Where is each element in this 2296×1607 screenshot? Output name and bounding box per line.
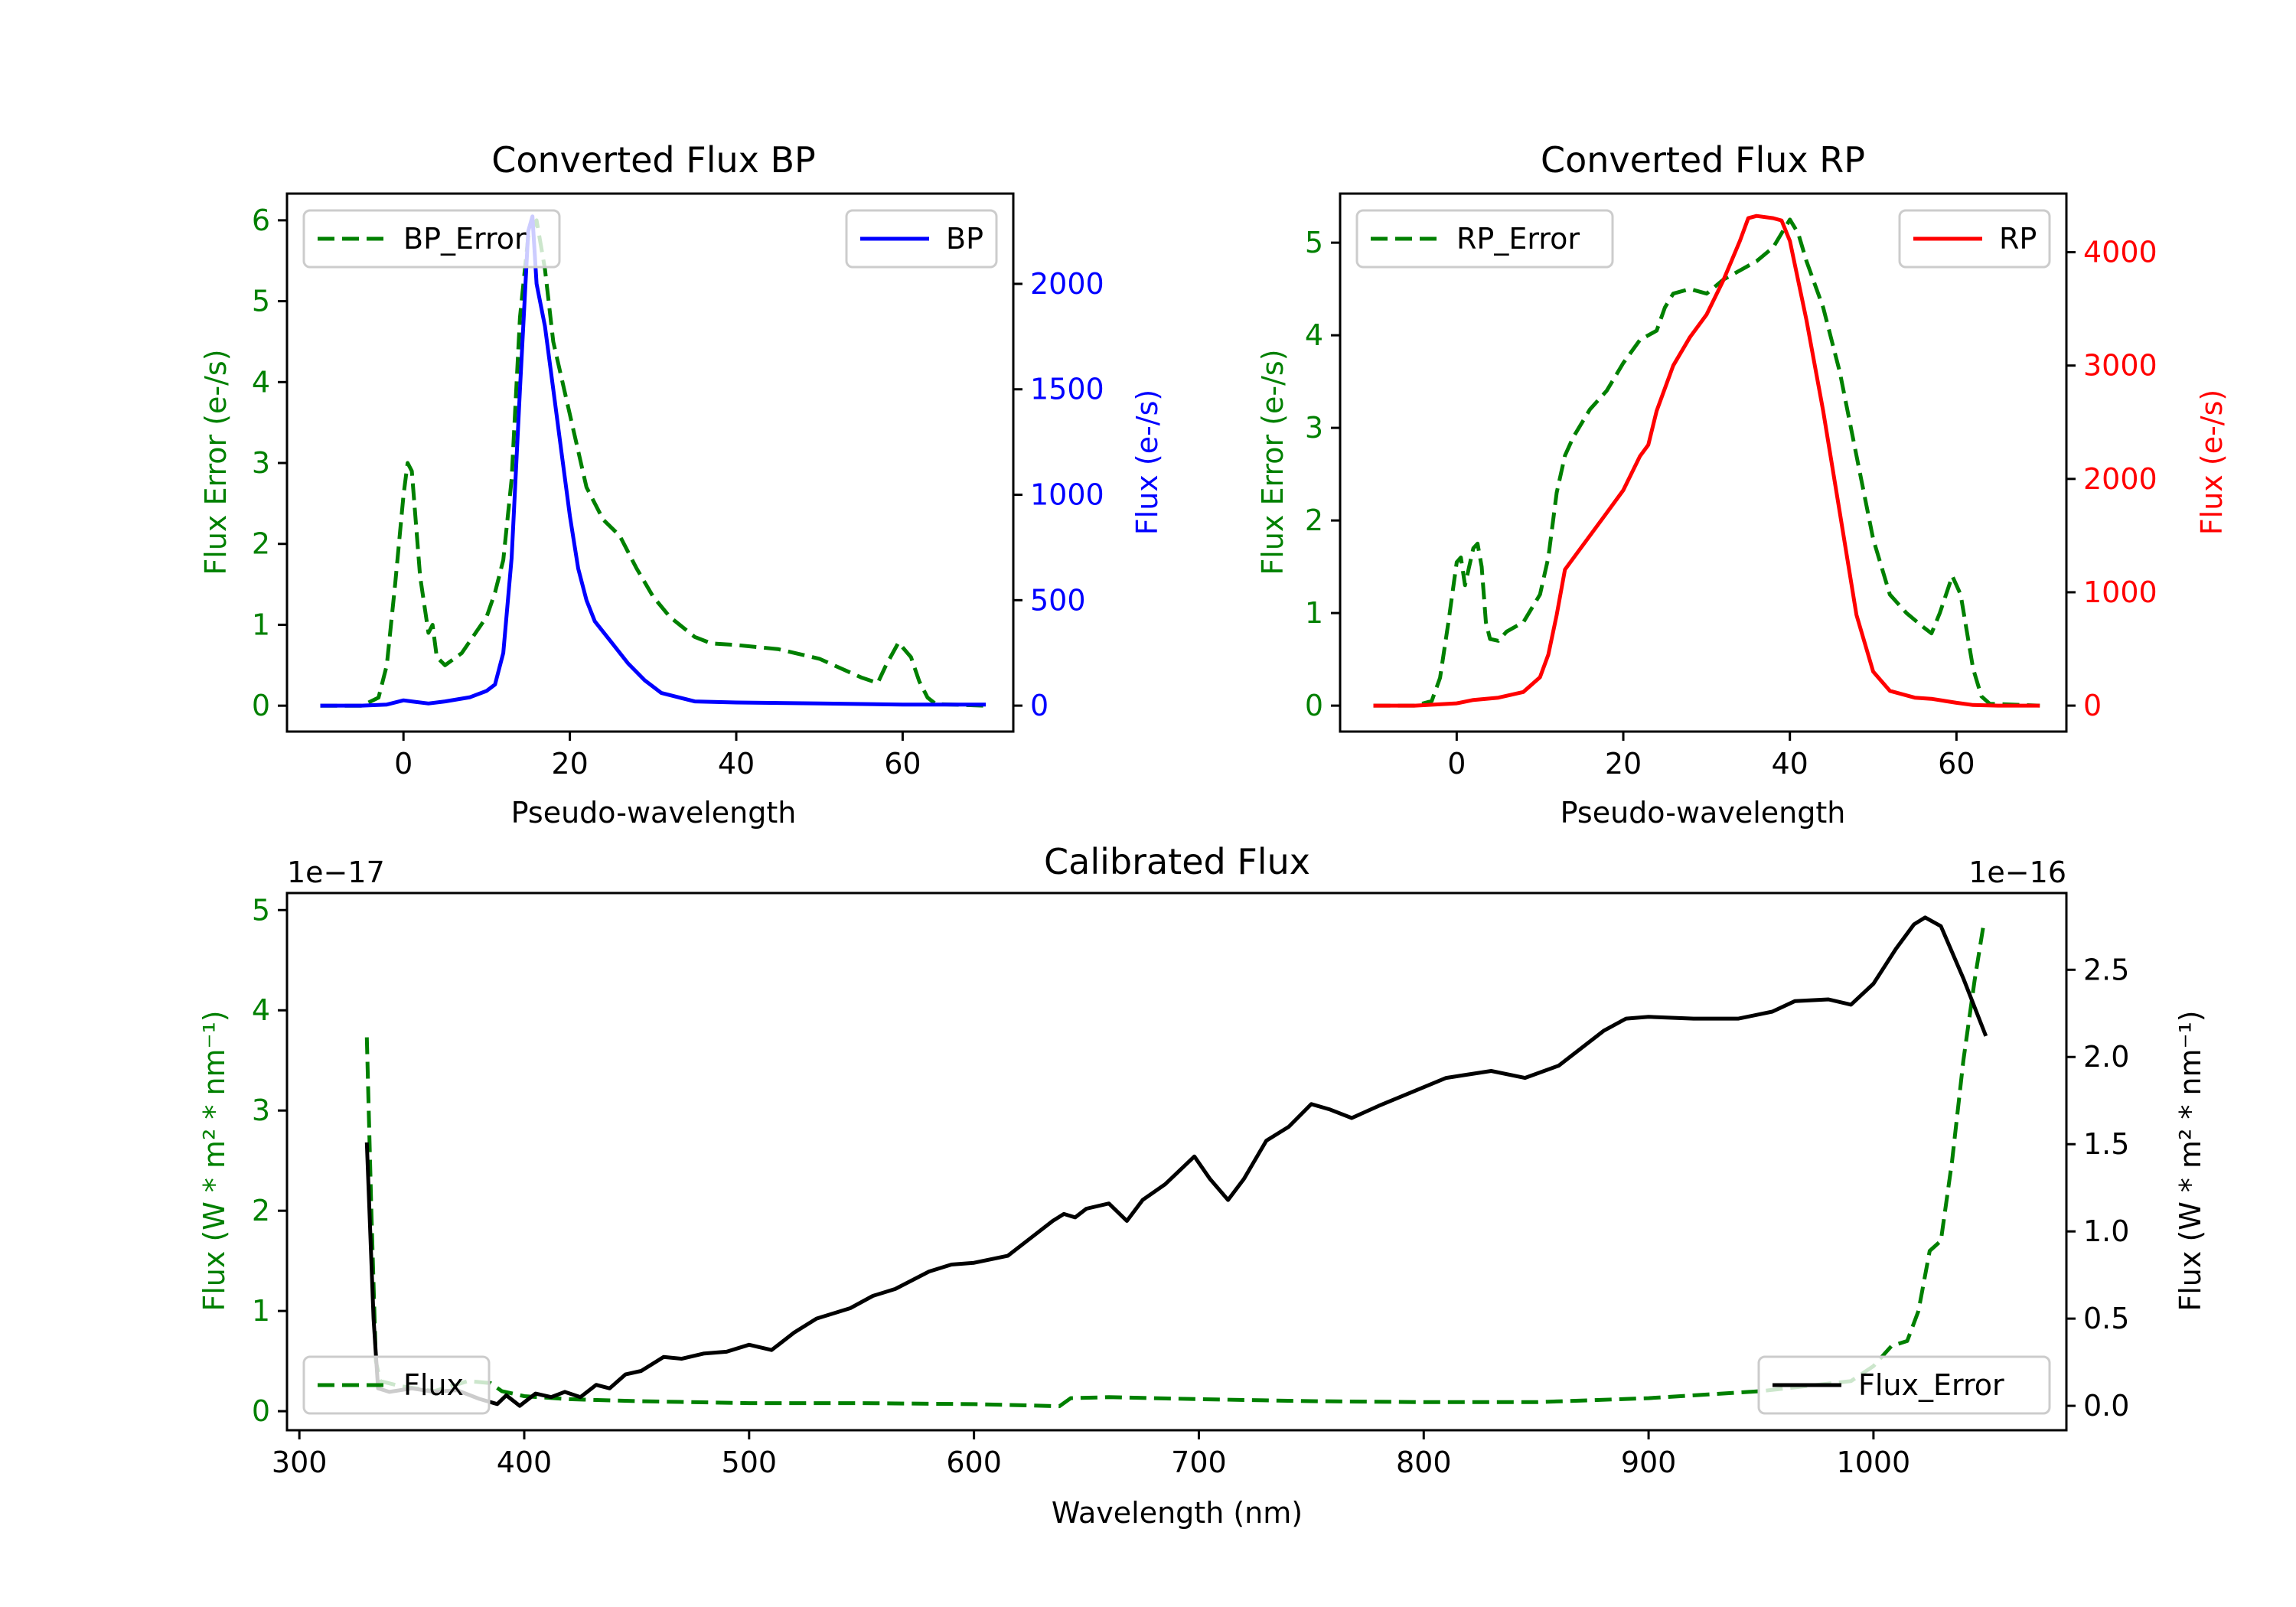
calibrated-ytick-right-label: 0.5 <box>2083 1302 2129 1335</box>
rp-ytick-left-label: 0 <box>1305 689 1323 722</box>
rp-legend-label: RP <box>1999 222 2037 256</box>
rp-series-rp-error <box>1373 217 2040 708</box>
rp-xtick-label: 20 <box>1605 747 1642 781</box>
calibrated-xtick-label: 500 <box>722 1446 778 1479</box>
calibrated-ytick-left-label: 3 <box>252 1094 270 1127</box>
bp-ytick-left-label: 0 <box>252 689 270 722</box>
bp-xtick-label: 40 <box>718 747 755 781</box>
calibrated-xtick-label: 400 <box>497 1446 553 1479</box>
bp-legend-label: BP_Error <box>403 222 527 256</box>
calibrated-xtick-label: 1000 <box>1837 1446 1911 1479</box>
bp-xtick-label: 60 <box>884 747 921 781</box>
bp-ytick-left-label: 2 <box>252 527 270 561</box>
rp-ytick-left-label: 3 <box>1305 411 1323 445</box>
calibrated-ylabel-left: Flux (W * m² * nm⁻¹) <box>197 1010 231 1311</box>
rp-ytick-right-label: 4000 <box>2083 236 2157 269</box>
bp-title: Converted Flux BP <box>491 139 816 181</box>
bp-xtick-label: 0 <box>394 747 413 781</box>
rp-ytick-left-label: 5 <box>1305 226 1323 259</box>
calibrated-legend-box <box>302 1355 491 1415</box>
calibrated-offset-left: 1e−17 <box>287 856 385 889</box>
rp-ytick-left-label: 2 <box>1305 504 1323 537</box>
bp-legend-box <box>302 209 561 269</box>
calibrated-ytick-left-label: 0 <box>252 1394 270 1428</box>
calibrated-ytick-left-label: 2 <box>252 1194 270 1227</box>
calibrated-ytick-left-label: 4 <box>252 993 270 1027</box>
calibrated-ytick-right-label: 2.0 <box>2083 1040 2129 1074</box>
calibrated-title: Calibrated Flux <box>1044 841 1310 882</box>
calibrated-ytick-right-label: 2.5 <box>2083 953 2129 986</box>
rp-ytick-right-label: 1000 <box>2083 575 2157 609</box>
bp-legend-label: BP <box>946 222 983 256</box>
bp-ytick-left-label: 3 <box>252 446 270 480</box>
calibrated-legend-box <box>1757 1355 2051 1415</box>
rp-ytick-left-label: 1 <box>1305 596 1323 630</box>
calibrated-ylabel-right: Flux (W * m² * nm⁻¹) <box>2174 1010 2207 1311</box>
calibrated-xtick-label: 800 <box>1396 1446 1452 1479</box>
rp-ytick-right-label: 0 <box>2083 689 2102 722</box>
rp-title: Converted Flux RP <box>1541 139 1865 181</box>
calibrated-xtick-label: 300 <box>272 1446 328 1479</box>
calibrated-offset-right: 1e−16 <box>1968 856 2066 889</box>
bp-series-bp-error <box>320 218 987 708</box>
bp-legend-left: BP_Error <box>302 209 561 269</box>
rp-ytick-left-label: 4 <box>1305 318 1323 352</box>
bp-xtick-label: 20 <box>551 747 588 781</box>
bp-panel: Converted Flux BP Pseudo-wavelength Flux… <box>199 139 1164 830</box>
rp-xtick-label: 0 <box>1447 747 1466 781</box>
bp-ytick-left-label: 6 <box>252 204 270 237</box>
calibrated-panel: Calibrated Flux Wavelength (nm) Flux (W … <box>197 841 2207 1530</box>
bp-ytick-right-label: 0 <box>1030 689 1049 722</box>
calibrated-xtick-label: 700 <box>1171 1446 1227 1479</box>
rp-ytick-right-label: 3000 <box>2083 349 2157 383</box>
bp-ytick-right-label: 500 <box>1030 583 1086 617</box>
rp-xtick-label: 40 <box>1772 747 1808 781</box>
rp-xlabel: Pseudo-wavelength <box>1561 796 1846 830</box>
rp-plot-area <box>1373 214 2040 708</box>
calibrated-xtick-label: 900 <box>1621 1446 1677 1479</box>
rp-legend-left: RP_Error <box>1355 209 1614 269</box>
calibrated-ytick-right-label: 1.0 <box>2083 1214 2129 1248</box>
calibrated-legend-label: Flux <box>403 1368 464 1402</box>
calibrated-xtick-label: 600 <box>946 1446 1002 1479</box>
calibrated-legend-left: Flux <box>302 1355 491 1415</box>
rp-ylabel-right: Flux (e-/s) <box>2195 390 2229 535</box>
calibrated-axes-frame <box>285 892 2068 1432</box>
calibrated-ytick-right-label: 1.5 <box>2083 1127 2129 1161</box>
calibrated-legend-label: Flux_Error <box>1858 1368 2004 1402</box>
calibrated-series-flux <box>364 915 1988 1408</box>
calibrated-ytick-left-label: 5 <box>252 893 270 927</box>
calibrated-legend-right: Flux_Error <box>1757 1355 2051 1415</box>
bp-ylabel-left: Flux Error (e-/s) <box>199 349 233 575</box>
bp-ytick-right-label: 2000 <box>1030 267 1104 301</box>
rp-ylabel-left: Flux Error (e-/s) <box>1256 349 1290 575</box>
bp-plot-area <box>320 214 987 708</box>
rp-axes-frame <box>1339 192 2068 733</box>
rp-ytick-right-label: 2000 <box>2083 462 2157 496</box>
bp-xlabel: Pseudo-wavelength <box>511 796 797 830</box>
bp-legend-right: BP <box>845 209 998 269</box>
bp-ytick-left-label: 4 <box>252 365 270 399</box>
bp-series-bp <box>320 214 987 708</box>
bp-ytick-right-label: 1000 <box>1030 478 1104 512</box>
bp-ytick-left-label: 5 <box>252 285 270 318</box>
calibrated-ytick-left-label: 1 <box>252 1294 270 1328</box>
bp-ytick-right-label: 1500 <box>1030 373 1104 406</box>
rp-legend-right: RP <box>1898 209 2051 269</box>
rp-series-rp <box>1373 214 2040 708</box>
rp-panel: Converted Flux RP Pseudo-wavelength Flux… <box>1256 139 2229 830</box>
calibrated-ytick-right-label: 0.0 <box>2083 1389 2129 1423</box>
rp-legend-box <box>1355 209 1614 269</box>
calibrated-xlabel: Wavelength (nm) <box>1052 1496 1303 1530</box>
rp-legend-label: RP_Error <box>1456 222 1580 256</box>
bp-ytick-left-label: 1 <box>252 608 270 641</box>
bp-ylabel-right: Flux (e-/s) <box>1130 390 1164 535</box>
rp-xtick-label: 60 <box>1938 747 1975 781</box>
